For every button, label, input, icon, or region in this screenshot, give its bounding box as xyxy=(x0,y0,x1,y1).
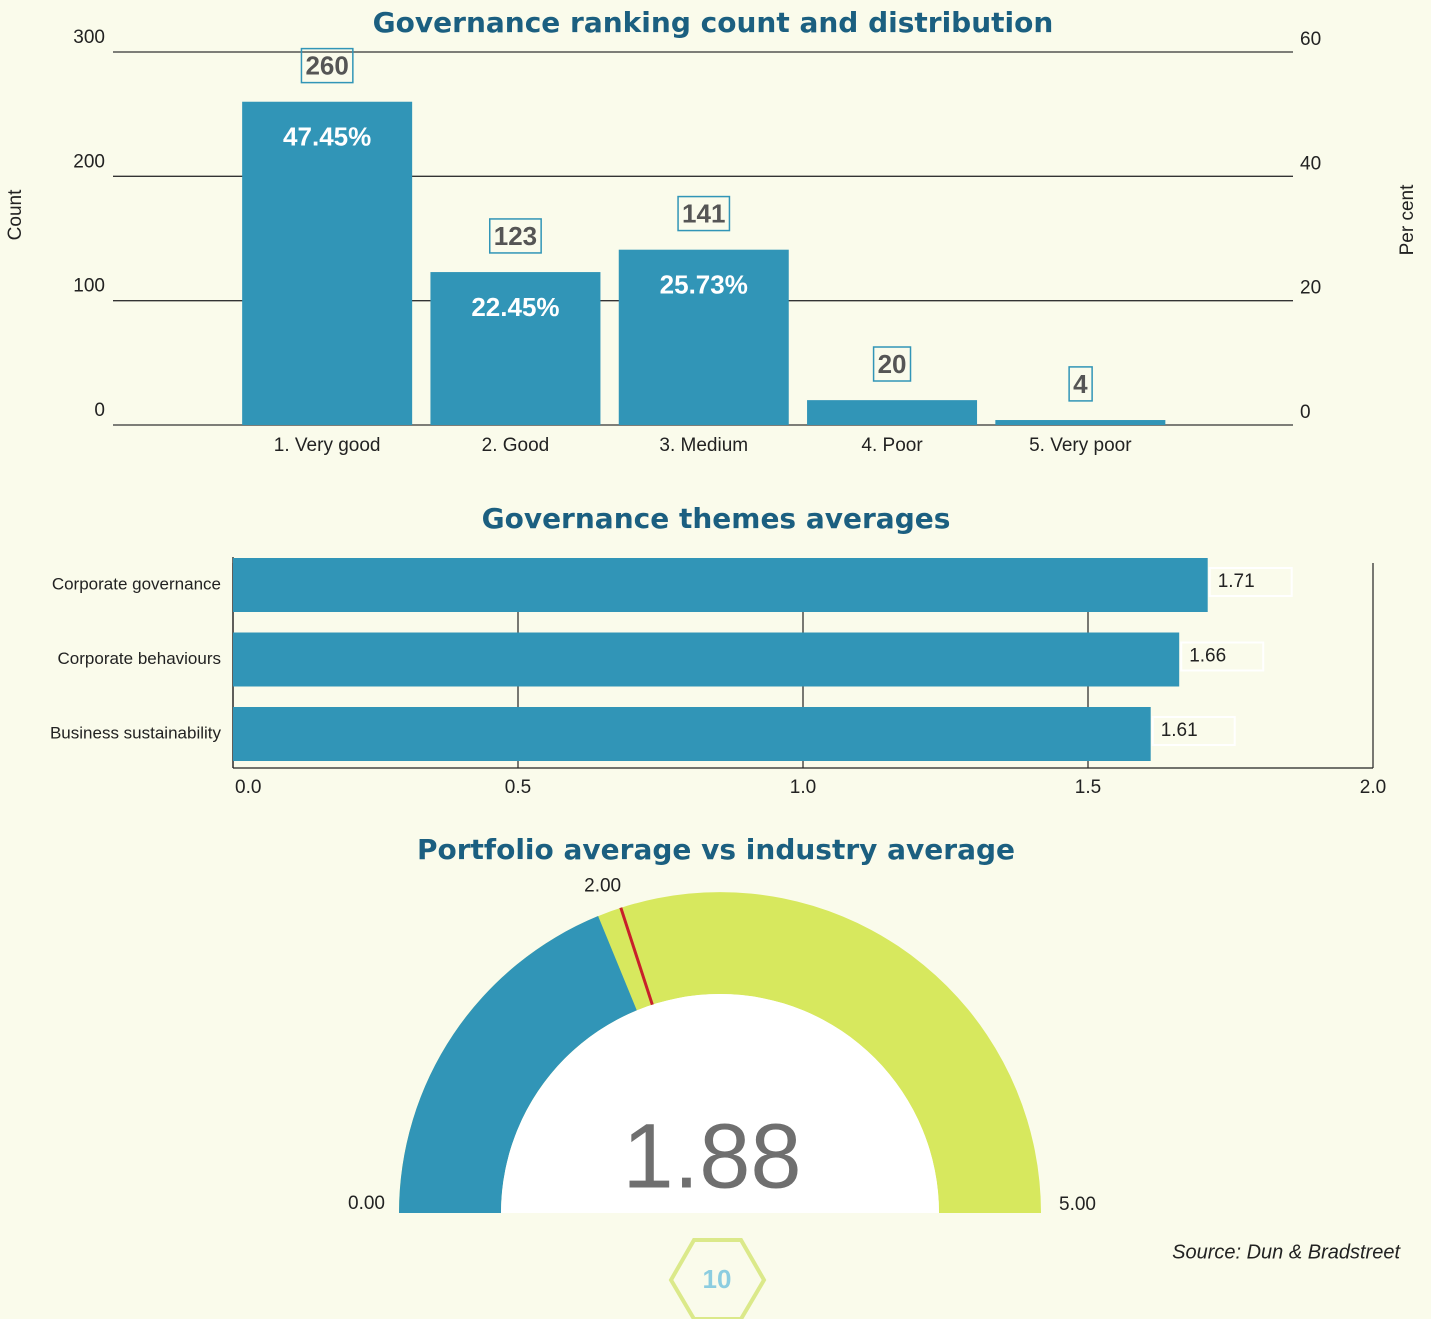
count-label-box xyxy=(872,346,912,382)
x-tick-label: 2. Good xyxy=(482,435,550,456)
x-tick-label: 0.5 xyxy=(505,777,531,798)
value-label: 1.61 xyxy=(1161,720,1198,741)
y2-tick-label: 60 xyxy=(1300,29,1321,50)
range-max-label: 5.00 xyxy=(1059,1194,1096,1215)
y-tick-label: 0 xyxy=(94,400,105,421)
x-tick-label: 0.0 xyxy=(235,777,261,798)
y-axis-label: Count xyxy=(5,189,26,240)
count-label: 20 xyxy=(878,349,907,379)
page-badge xyxy=(668,1238,767,1319)
count-label: 123 xyxy=(494,221,537,251)
count-label: 4 xyxy=(1073,369,1088,399)
count-label: 260 xyxy=(305,51,348,81)
chart-title: Governance ranking count and distributio… xyxy=(373,6,1054,39)
range-min-label: 0.00 xyxy=(348,1193,385,1214)
x-tick-label: 1.5 xyxy=(1075,777,1101,798)
bar xyxy=(233,558,1208,612)
percent-label: 47.45% xyxy=(283,122,371,152)
y-tick-label: Corporate behaviours xyxy=(58,649,221,668)
x-tick-label: 1.0 xyxy=(790,777,816,798)
bar xyxy=(807,400,978,425)
count-label-box xyxy=(1068,366,1093,402)
count-label: 141 xyxy=(682,199,725,229)
page-number: 10 xyxy=(703,1264,732,1294)
y2-axis-label: Per cent xyxy=(1397,184,1418,255)
x-tick-label: 4. Poor xyxy=(861,435,923,456)
chart-title: Governance themes averages xyxy=(482,502,951,535)
y-tick-label: 300 xyxy=(73,27,105,48)
count-label-box xyxy=(489,218,542,254)
marker-line xyxy=(619,907,654,1006)
gauge-value xyxy=(399,916,637,1213)
gauge-value-label: 1.88 xyxy=(622,1105,801,1207)
x-tick-label: 1. Very good xyxy=(274,435,381,456)
x-tick-label: 5. Very poor xyxy=(1029,435,1132,456)
bar xyxy=(430,272,601,425)
x-tick-label: 2.0 xyxy=(1360,777,1386,798)
y2-tick-label: 0 xyxy=(1300,402,1311,423)
marker-label: 2.00 xyxy=(584,876,621,897)
count-label-box xyxy=(677,195,731,232)
value-label: 1.66 xyxy=(1189,646,1226,667)
value-label-box xyxy=(1151,716,1236,746)
value-label: 1.71 xyxy=(1218,571,1255,592)
bar xyxy=(233,707,1151,761)
y2-tick-label: 40 xyxy=(1300,153,1321,174)
bar xyxy=(242,101,413,425)
bar xyxy=(233,632,1180,687)
value-label-box xyxy=(1180,641,1265,672)
bar xyxy=(618,249,789,425)
gauge-inner xyxy=(501,994,939,1213)
y-tick-label: Corporate governance xyxy=(52,574,221,593)
percent-label: 25.73% xyxy=(660,270,748,300)
value-label-box xyxy=(1208,567,1293,597)
y-tick-label: 100 xyxy=(73,276,105,297)
y-tick-label: 200 xyxy=(73,151,105,172)
count-label-box xyxy=(300,47,354,84)
chart-title: Portfolio average vs industry average xyxy=(417,833,1015,866)
percent-label: 22.45% xyxy=(471,292,559,322)
x-tick-label: 3. Medium xyxy=(659,435,748,456)
y-tick-label: Business sustainability xyxy=(50,723,222,742)
bar xyxy=(995,420,1166,425)
y2-tick-label: 20 xyxy=(1300,278,1321,299)
source: Source: Dun & Bradstreet xyxy=(1172,1241,1401,1263)
